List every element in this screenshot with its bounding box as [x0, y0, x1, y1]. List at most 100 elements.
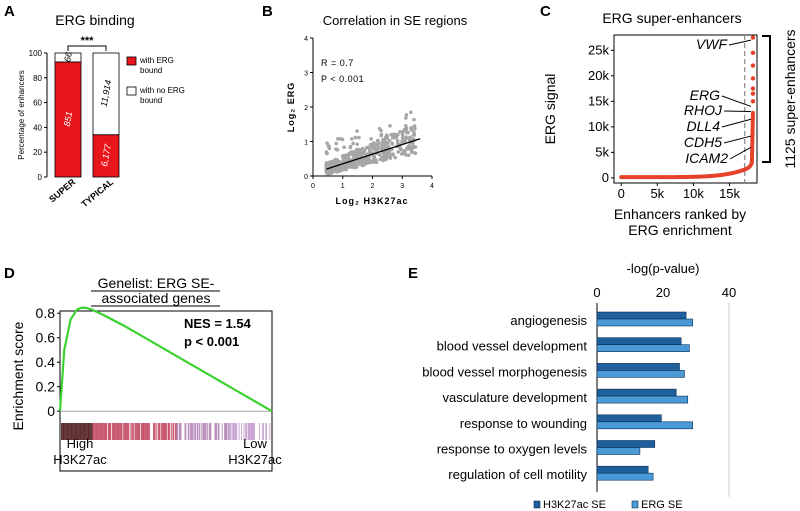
panel-d-barcode-tick	[80, 423, 82, 440]
panel-b-point	[401, 130, 405, 134]
panel-d-barcode-tick	[86, 423, 88, 440]
panel-d-barcode-tick	[221, 423, 223, 440]
panel-a-legend-label: with no ERG	[139, 86, 185, 95]
panel-d-barcode-tick	[216, 423, 217, 440]
panel-d-barcode-tick	[139, 423, 141, 440]
panel-d-barcode-tick	[102, 423, 104, 440]
panel-c-point	[750, 76, 756, 81]
panel-e-x-label: -log(p-value)	[627, 261, 700, 276]
panel-d-barcode-tick	[184, 423, 186, 440]
panel-b-point	[393, 155, 397, 160]
panel-d-barcode-tick	[101, 423, 103, 440]
panel-c-gene-pointer	[723, 135, 752, 144]
panel-d-barcode-tick	[215, 423, 217, 440]
panel-e-category-label: regulation of cell motility	[448, 467, 587, 482]
panel-d-barcode-tick	[142, 423, 144, 440]
panel-d-barcode-tick	[128, 423, 129, 440]
panel-d-barcode-tick	[71, 423, 73, 440]
panel-d-barcode-tick	[149, 423, 150, 440]
panel-a-bar-value-label: 66	[62, 51, 74, 63]
panel-d-barcode-tick	[82, 423, 84, 440]
panel-c-gene-pointer	[728, 39, 752, 46]
panel-b-point	[335, 168, 339, 173]
panel-d-barcode-tick	[67, 423, 69, 440]
panel-a-bar-typical-unbound	[92, 52, 120, 136]
panel-d-barcode-tick	[203, 423, 205, 440]
panel-a-bar-typical-bound	[92, 134, 120, 178]
panel-c-gene-label: ICAM2	[685, 150, 728, 166]
panel-b-point	[355, 142, 359, 146]
panel-d-barcode-tick	[144, 423, 146, 440]
panel-d-barcode-tick	[87, 423, 89, 440]
panel-c-signal-curve	[619, 110, 755, 180]
panel-d-frame	[59, 310, 273, 472]
panel-e-category-label: response to oxygen levels	[437, 442, 588, 457]
panel-b-point	[409, 148, 414, 152]
panel-label-e: E	[408, 265, 418, 282]
panel-d-barcode-tick	[90, 423, 91, 440]
panel-a-bar-value-label: 851	[62, 111, 74, 128]
panel-e-bar-h3k27ac	[596, 440, 656, 448]
panel-b-point	[412, 124, 417, 128]
panel-b-point	[400, 132, 405, 137]
panel-b-point	[384, 157, 388, 162]
panel-b-point	[357, 162, 361, 166]
panel-b-point	[409, 110, 413, 115]
panel-c-x-label: ERG enrichment	[628, 222, 732, 238]
panel-d-left-label: High	[67, 436, 94, 451]
panel-b-point	[405, 130, 409, 135]
panel-label-c: C	[540, 3, 551, 20]
panel-c-y-tick-label: 5k	[595, 144, 609, 159]
panel-b-point	[357, 153, 362, 158]
panel-d-barcode-tick	[180, 423, 182, 440]
panel-d-barcode-tick	[245, 423, 247, 440]
panel-a-bar-value-label: 6,177	[99, 142, 113, 167]
panel-d-barcode-tick	[208, 423, 210, 440]
panel-a-bar-super-unbound	[54, 52, 82, 63]
panel-d-barcode-tick	[176, 423, 178, 440]
panel-c-super-enhancer-bracket	[762, 35, 771, 163]
panel-d-barcode-tick	[63, 423, 65, 440]
panel-e-bar-h3k27ac	[596, 414, 662, 423]
panel-e-bar-erg	[596, 395, 689, 404]
panel-d-barcode-tick	[163, 423, 165, 440]
panel-b-point	[355, 129, 359, 133]
panel-d-barcode-tick	[73, 423, 75, 440]
panel-d-barcode-tick	[217, 423, 219, 440]
panel-d-barcode-tick	[134, 423, 136, 440]
panel-d-barcode-tick	[250, 423, 251, 440]
panel-label-d: D	[4, 265, 15, 282]
panel-d-barcode-tick	[98, 423, 100, 440]
panel-b-point	[410, 141, 415, 146]
panel-d-barcode-tick	[145, 423, 147, 440]
panel-d-barcode-tick	[187, 423, 189, 440]
panel-d-barcode-tick	[153, 423, 155, 440]
panel-d-barcode-tick	[136, 423, 138, 440]
panel-d-barcode-tick	[74, 423, 76, 440]
panel-d-barcode-tick	[229, 423, 231, 440]
panel-b-point	[327, 160, 332, 165]
panel-d-barcode-tick	[94, 423, 96, 440]
panel-d-barcode-tick	[234, 423, 236, 440]
panel-b-point	[368, 160, 373, 164]
panel-label-b: B	[262, 3, 273, 20]
panel-d-barcode-tick	[69, 423, 70, 440]
panel-d-barcode-tick	[245, 423, 247, 440]
panel-b-point	[403, 139, 408, 143]
panel-b-point	[370, 145, 375, 149]
panel-b-point	[404, 126, 409, 131]
panel-c-x-tick-label: 5k	[650, 186, 664, 201]
panel-e-category-label: blood vessel morphogenesis	[422, 364, 587, 379]
panel-d-title: Genelist: ERG SE-	[98, 275, 215, 291]
panel-b-point	[357, 135, 361, 140]
panel-c-point	[750, 91, 756, 96]
panel-c-x-label: Enhancers ranked by	[614, 206, 746, 222]
panel-b-x-tick-label: 3	[400, 183, 404, 190]
panel-b-point	[383, 143, 387, 147]
panel-d-barcode-tick	[164, 423, 166, 440]
panel-b-annotation-p: P < 0.001	[321, 74, 364, 84]
panel-c-gene-label: VWF	[696, 36, 729, 52]
panel-a-legend-label: bound	[140, 96, 162, 105]
panel-d-barcode-tick	[153, 423, 154, 440]
panel-b-point	[372, 155, 377, 160]
